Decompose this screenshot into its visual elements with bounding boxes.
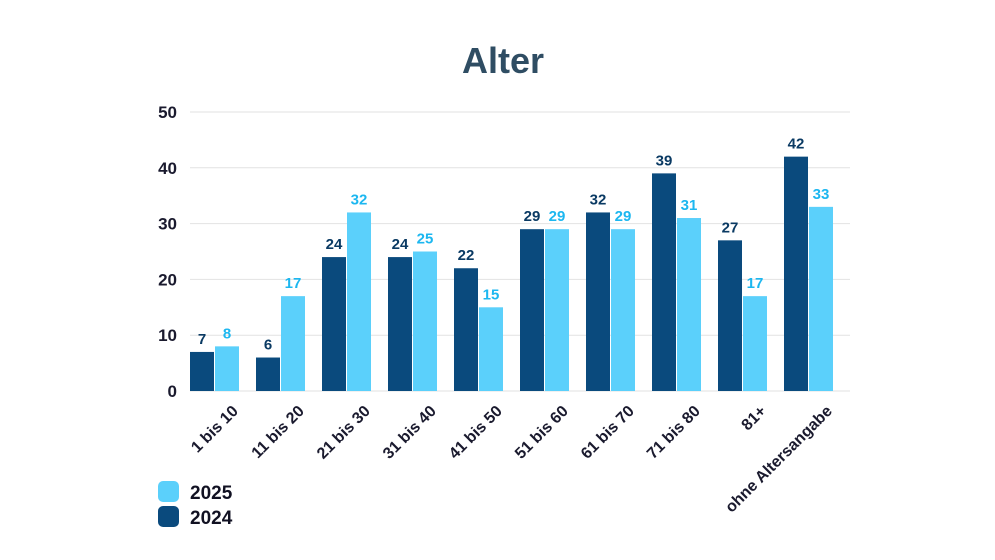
bar-2025 [347, 212, 371, 391]
x-tick-label: 61 bis 70 [578, 403, 638, 463]
data-labels: 7 8 6 17 24 32 24 25 22 15 29 29 32 29 39 31 27 17 42 33 [198, 136, 830, 354]
x-tick-label: ohne Altersangabe [722, 403, 836, 517]
y-tick-label: 20 [158, 270, 177, 289]
data-label-2025: 17 [747, 275, 764, 292]
data-label-2025: 8 [223, 325, 231, 342]
bar-2025 [413, 251, 437, 391]
legend-item-2025: 2025 [158, 481, 233, 504]
bar-2024 [322, 257, 346, 391]
data-label-2025: 31 [681, 197, 698, 214]
bar-2024 [784, 156, 808, 391]
legend-label: 2025 [190, 483, 233, 504]
bar-2025 [677, 218, 701, 391]
y-tick-label: 40 [158, 159, 177, 178]
data-label-2025: 33 [813, 186, 830, 203]
data-label-2024: 24 [326, 236, 343, 253]
y-tick-label: 10 [158, 326, 177, 345]
x-tick-label: 1 bis 10 [188, 403, 242, 457]
x-tick-label: 21 bis 30 [314, 403, 374, 463]
data-label-2025: 25 [417, 231, 434, 248]
x-tick-label: 11 bis 20 [249, 403, 308, 462]
data-label-2024: 42 [788, 136, 805, 153]
bar-2024 [520, 229, 544, 391]
y-tick-label: 0 [168, 382, 177, 401]
legend: 2025 2024 [158, 481, 233, 529]
bar-2024 [652, 173, 676, 391]
y-axis-ticks: 0 10 20 30 40 50 [158, 103, 177, 401]
legend-swatch [158, 481, 179, 502]
legend-label: 2024 [190, 508, 233, 529]
data-label-2024: 22 [458, 247, 475, 264]
bar-2024 [388, 257, 412, 391]
data-label-2024: 7 [198, 331, 206, 348]
legend-item-2024: 2024 [158, 506, 233, 529]
data-label-2024: 29 [524, 208, 541, 225]
bar-2025 [479, 307, 503, 391]
data-label-2025: 32 [351, 191, 368, 208]
bar-2024 [718, 240, 742, 391]
bar-2025 [809, 206, 833, 391]
x-tick-label: 41 bis 50 [446, 403, 506, 463]
bar-2025 [743, 296, 767, 391]
chart-title: Alter [462, 40, 544, 81]
x-tick-label: 31 bis 40 [380, 403, 440, 463]
bar-2024 [586, 212, 610, 391]
x-axis-ticks: 1 bis 10 11 bis 20 21 bis 30 31 bis 40 41 bi… [188, 403, 836, 517]
bar-2024 [190, 351, 214, 391]
data-label-2024: 39 [656, 152, 673, 169]
data-label-2024: 6 [264, 337, 272, 354]
data-label-2024: 27 [722, 219, 739, 236]
bar-2025 [611, 229, 635, 391]
y-tick-label: 30 [158, 215, 177, 234]
x-tick-label: 71 bis 80 [644, 403, 704, 463]
data-label-2025: 29 [615, 208, 632, 225]
x-tick-label: 81+ [739, 403, 770, 434]
data-label-2024: 24 [392, 236, 409, 253]
legend-swatch [158, 506, 179, 527]
bars [190, 156, 833, 391]
data-label-2024: 32 [590, 191, 607, 208]
x-tick-label: 51 bis 60 [512, 403, 572, 463]
bar-2024 [454, 268, 478, 391]
data-label-2025: 29 [549, 208, 566, 225]
bar-2025 [215, 346, 239, 391]
bar-2024 [256, 357, 280, 391]
y-tick-label: 50 [158, 103, 177, 122]
data-label-2025: 15 [483, 286, 500, 303]
bar-2025 [281, 296, 305, 391]
bar-2025 [545, 229, 569, 391]
data-label-2025: 17 [285, 275, 302, 292]
